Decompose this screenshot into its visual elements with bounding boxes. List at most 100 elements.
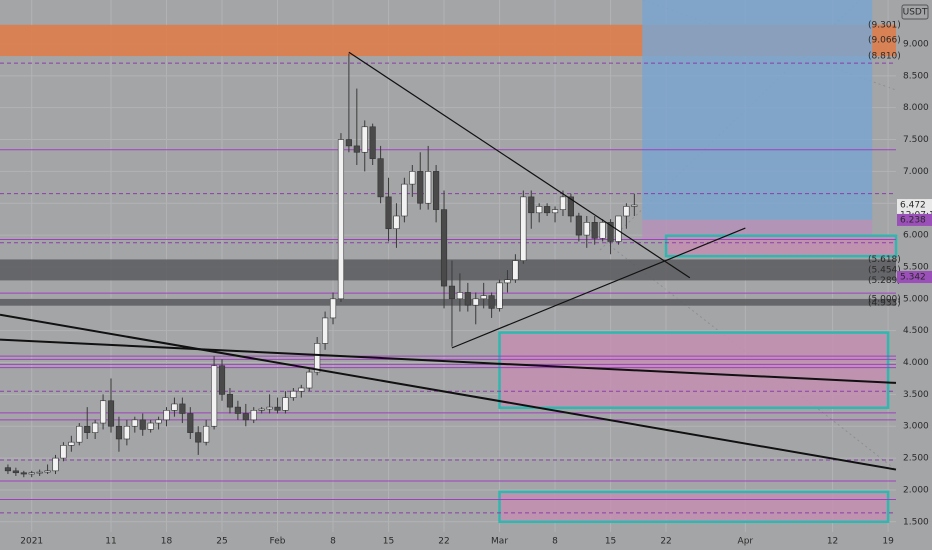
- level-label: (8.810): [868, 52, 901, 62]
- candle-body: [179, 403, 186, 414]
- candle-body: [544, 206, 551, 214]
- candle-body: [599, 222, 606, 239]
- candle-body: [242, 413, 249, 421]
- candle-body: [20, 472, 27, 475]
- candle-body: [551, 209, 559, 214]
- y-tick-label: 5.500: [903, 262, 929, 272]
- candle-body: [234, 406, 241, 414]
- candle-body: [290, 390, 297, 398]
- candle-body: [329, 298, 337, 319]
- candle-body: [195, 432, 202, 443]
- price-badge: [897, 271, 932, 284]
- candle-body: [583, 222, 590, 236]
- candle-body: [12, 470, 19, 474]
- candle-body: [607, 222, 614, 242]
- currency-box: [901, 4, 929, 20]
- x-tick-label: 22: [438, 537, 449, 547]
- y-tick-label: 2.000: [903, 485, 929, 495]
- candle-body: [52, 457, 59, 472]
- y-tick-label: 5.000: [903, 294, 929, 304]
- candle-body: [187, 413, 194, 433]
- candle-body: [559, 196, 567, 210]
- x-tick-label: Apr: [738, 537, 754, 547]
- candle-body: [155, 419, 162, 424]
- y-tick-label: 3.000: [903, 422, 929, 432]
- y-tick-label: 2.500: [903, 454, 929, 464]
- candle-body: [433, 171, 440, 210]
- x-tick-label: 18: [161, 537, 173, 547]
- x-tick-label: 11: [105, 537, 116, 547]
- price-badge: [897, 213, 932, 226]
- x-tick-label: 8: [330, 537, 336, 547]
- candle-body: [417, 171, 424, 204]
- level-label: (5.618): [868, 255, 901, 265]
- level-label: (5.289): [868, 276, 901, 286]
- y-tick-label: 4.000: [903, 358, 929, 368]
- candle-body: [377, 158, 384, 198]
- candle-body: [488, 295, 495, 309]
- level-label: (5.000): [868, 294, 901, 304]
- candle-body: [147, 422, 154, 430]
- candle-body: [44, 470, 51, 473]
- zone: [0, 298, 896, 306]
- y-tick-label: 1.500: [903, 517, 929, 527]
- candle-body: [472, 298, 479, 306]
- candle-body: [567, 196, 574, 217]
- candle-body: [480, 295, 487, 300]
- candle-body: [218, 365, 226, 395]
- candle-body: [306, 371, 313, 389]
- candle-body: [314, 343, 321, 373]
- candle-body: [163, 410, 170, 421]
- x-tick-label: 8: [552, 537, 558, 547]
- candle-body: [68, 441, 75, 446]
- candle-body: [139, 419, 146, 430]
- candle-body: [171, 403, 178, 411]
- candle-body: [591, 222, 598, 239]
- level-label: (4.933): [868, 299, 901, 309]
- candle-body: [504, 279, 511, 284]
- candle-body: [298, 387, 305, 392]
- y-tick-label: 4.500: [903, 326, 929, 336]
- y-tick-label: 7.500: [903, 135, 929, 145]
- position-box: [498, 331, 890, 410]
- candle-body: [226, 394, 234, 408]
- candle-body: [440, 209, 448, 287]
- candle-body: [250, 410, 257, 421]
- price-badge-label: 6.472: [900, 201, 926, 211]
- candle-body: [266, 406, 273, 410]
- candle-body: [409, 171, 416, 185]
- currency: USDT: [903, 8, 928, 18]
- zone: [0, 259, 896, 281]
- candle-body: [107, 400, 115, 427]
- candle-body: [448, 285, 456, 300]
- y-tick-label: 3.500: [903, 390, 929, 400]
- x-tick-label: 22: [660, 537, 671, 547]
- trendline: [0, 338, 897, 384]
- x-tick-label: 25: [216, 537, 227, 547]
- candle-body: [123, 425, 130, 440]
- price-badge-label: 5.342: [900, 273, 926, 283]
- candle-body: [211, 365, 218, 427]
- candle-body: [60, 445, 67, 459]
- axes: 1.500 2.000 2.500 3.000 3.500 4.000 4.500 5.000…: [20, 39, 929, 546]
- candle-body: [36, 471, 43, 474]
- candle-body: [353, 145, 360, 153]
- position-box: [664, 234, 898, 258]
- candle-body: [84, 425, 91, 433]
- candle-body: [274, 406, 281, 411]
- candle-body: [76, 425, 83, 443]
- candle-body: [393, 215, 400, 230]
- candle-body: [575, 215, 582, 236]
- x-tick-label: 12: [827, 537, 838, 547]
- trendline: [0, 313, 897, 471]
- x-tick-label: Mar: [491, 537, 508, 547]
- candle-body: [496, 282, 503, 309]
- candle-body: [345, 139, 352, 147]
- position-box: [642, 0, 873, 220]
- trendline: [348, 51, 691, 279]
- candle-body: [322, 317, 329, 344]
- x-tick-label: 15: [605, 537, 616, 547]
- y-tick-label: 6.000: [903, 231, 929, 241]
